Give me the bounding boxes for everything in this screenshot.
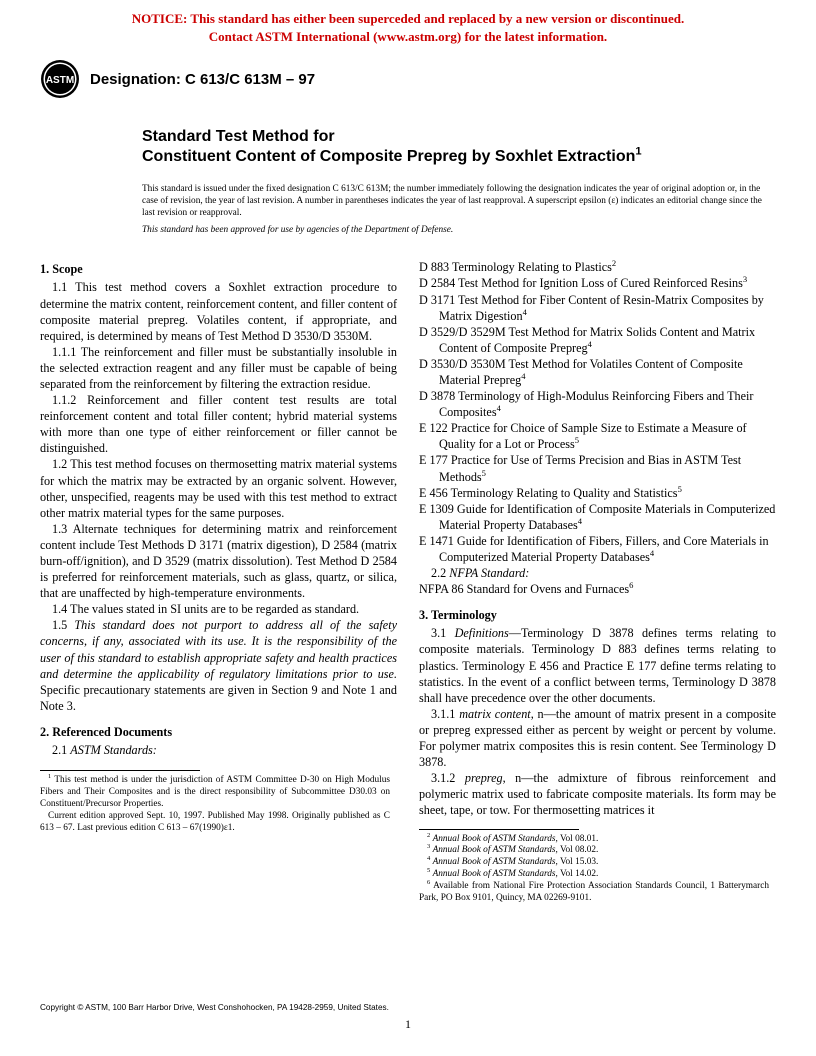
page-number: 1 — [0, 1017, 816, 1032]
svg-text:ASTM: ASTM — [46, 75, 74, 86]
footnotes-left: 1 This test method is under the jurisdic… — [40, 770, 397, 834]
para-3-1-2: 3.1.2 prepreg, n—the admixture of fibrou… — [419, 770, 776, 818]
right-column: D 883 Terminology Relating to Plastics2 … — [419, 259, 776, 905]
notice-line2: Contact ASTM International (www.astm.org… — [209, 29, 607, 44]
para-1-1-2: 1.1.2 Reinforcement and filler content t… — [40, 392, 397, 456]
title-line1: Standard Test Method for — [142, 127, 776, 147]
ref-e1309: E 1309 Guide for Identification of Compo… — [419, 501, 776, 533]
title-line2: Constituent Content of Composite Prepreg… — [142, 147, 776, 167]
notice-line1: NOTICE: This standard has either been su… — [132, 11, 684, 26]
ref-e122: E 122 Practice for Choice of Sample Size… — [419, 420, 776, 452]
footnote-4: 4 Annual Book of ASTM Standards, Vol 15.… — [419, 857, 769, 869]
issuance-note: This standard is issued under the fixed … — [0, 167, 816, 219]
para-3-1-1: 3.1.1 matrix content, n—the amount of ma… — [419, 706, 776, 770]
ref-e1471: E 1471 Guide for Identification of Fiber… — [419, 533, 776, 565]
para-1-3: 1.3 Alternate techniques for determining… — [40, 521, 397, 601]
para-1-2: 1.2 This test method focuses on thermose… — [40, 456, 397, 520]
para-2-2: 2.2 NFPA Standard: — [419, 565, 776, 581]
para-1-1: 1.1 This test method covers a Soxhlet ex… — [40, 279, 397, 343]
footnote-5: 5 Annual Book of ASTM Standards, Vol 14.… — [419, 869, 769, 881]
para-3-1: 3.1 Definitions—Terminology D 3878 defin… — [419, 625, 776, 705]
astm-logo-icon: ASTM — [40, 59, 80, 99]
copyright-line: Copyright © ASTM, 100 Barr Harbor Drive,… — [40, 1003, 389, 1012]
approval-note: This standard has been approved for use … — [0, 219, 816, 235]
ref-d3171: D 3171 Test Method for Fiber Content of … — [419, 292, 776, 324]
ref-nfpa86: NFPA 86 Standard for Ovens and Furnaces6 — [419, 581, 776, 597]
ref-d3530: D 3530/D 3530M Test Method for Volatiles… — [419, 356, 776, 388]
header-row: ASTM Designation: C 613/C 613M – 97 — [0, 51, 816, 99]
title-block: Standard Test Method for Constituent Con… — [0, 99, 816, 167]
footnote-3: 3 Annual Book of ASTM Standards, Vol 08.… — [419, 845, 769, 857]
footnote-1: 1 This test method is under the jurisdic… — [40, 775, 390, 811]
para-1-5: 1.5 This standard does not purport to ad… — [40, 617, 397, 714]
ref-e456: E 456 Terminology Relating to Quality an… — [419, 485, 776, 501]
ref-e177: E 177 Practice for Use of Terms Precisio… — [419, 452, 776, 484]
para-1-1-1: 1.1.1 The reinforcement and filler must … — [40, 344, 397, 392]
terminology-heading: 3. Terminology — [419, 607, 776, 623]
body-columns: 1. Scope 1.1 This test method covers a S… — [0, 235, 816, 905]
left-column: 1. Scope 1.1 This test method covers a S… — [40, 259, 397, 905]
para-2-1: 2.1 ASTM Standards: — [40, 742, 397, 758]
ref-d883: D 883 Terminology Relating to Plastics2 — [419, 259, 776, 275]
footnote-1b: Current edition approved Sept. 10, 1997.… — [40, 811, 390, 835]
footnotes-right: 2 Annual Book of ASTM Standards, Vol 08.… — [419, 829, 776, 905]
designation: Designation: C 613/C 613M – 97 — [90, 71, 315, 88]
ref-d2584: D 2584 Test Method for Ignition Loss of … — [419, 275, 776, 291]
ref-d3878: D 3878 Terminology of High-Modulus Reinf… — [419, 388, 776, 420]
para-1-4: 1.4 The values stated in SI units are to… — [40, 601, 397, 617]
footnote-6: 6 Available from National Fire Protectio… — [419, 881, 769, 905]
ref-d3529: D 3529/D 3529M Test Method for Matrix So… — [419, 324, 776, 356]
footnote-2: 2 Annual Book of ASTM Standards, Vol 08.… — [419, 834, 769, 846]
scope-heading: 1. Scope — [40, 261, 397, 277]
notice-banner: NOTICE: This standard has either been su… — [0, 0, 816, 51]
refdocs-heading: 2. Referenced Documents — [40, 724, 397, 740]
